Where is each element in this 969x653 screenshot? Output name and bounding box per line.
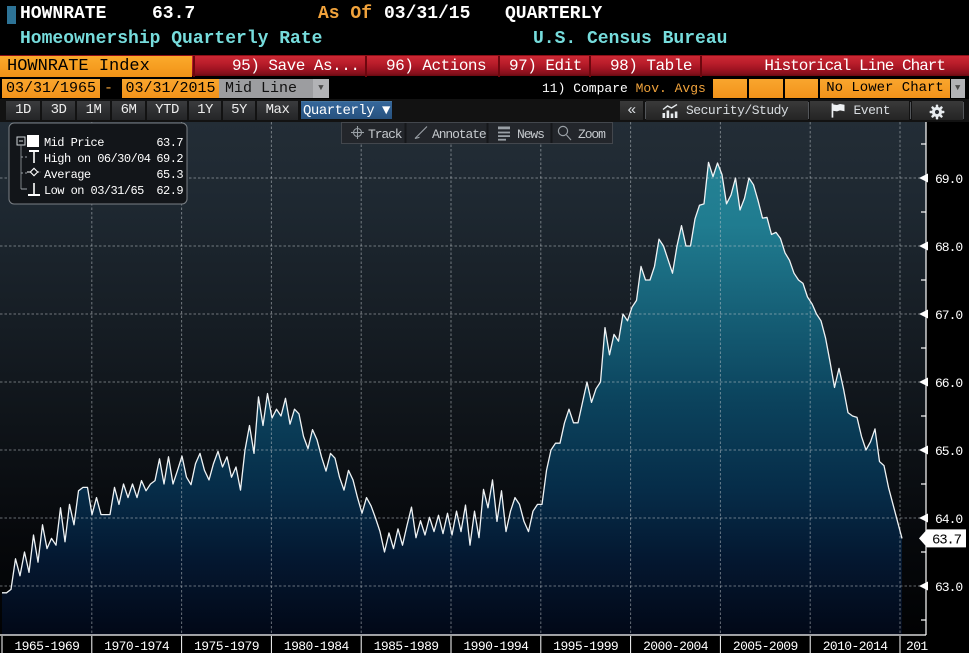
svg-text:201: 201	[906, 639, 928, 653]
svg-text:63.0: 63.0	[935, 580, 962, 595]
svg-text:News: News	[517, 127, 544, 142]
svg-text:1970-1974: 1970-1974	[104, 639, 170, 653]
svg-text:Track: Track	[368, 127, 403, 142]
svg-text:69.0: 69.0	[935, 172, 962, 187]
svg-text:Average: Average	[44, 168, 91, 182]
svg-text:62.9: 62.9	[156, 184, 183, 198]
svg-text:2010-2014: 2010-2014	[823, 639, 889, 653]
svg-text:1980-1984: 1980-1984	[284, 639, 350, 653]
svg-text:Low on 03/31/65: Low on 03/31/65	[44, 184, 144, 198]
svg-text:Zoom: Zoom	[578, 127, 606, 142]
svg-text:65.3: 65.3	[156, 168, 183, 182]
svg-text:64.0: 64.0	[935, 512, 962, 527]
svg-text:1990-1994: 1990-1994	[463, 639, 529, 653]
svg-text:67.0: 67.0	[935, 308, 962, 323]
svg-text:63.7: 63.7	[156, 136, 183, 150]
svg-text:2005-2009: 2005-2009	[733, 639, 798, 653]
svg-text:68.0: 68.0	[935, 240, 962, 255]
svg-text:Annotate: Annotate	[432, 127, 486, 142]
svg-text:1995-1999: 1995-1999	[553, 639, 618, 653]
svg-text:69.2: 69.2	[156, 152, 183, 166]
svg-text:1965-1969: 1965-1969	[14, 639, 79, 653]
svg-text:2000-2004: 2000-2004	[643, 639, 709, 653]
svg-text:Mid Price: Mid Price	[44, 136, 104, 150]
svg-text:1975-1979: 1975-1979	[194, 639, 259, 653]
svg-text:65.0: 65.0	[935, 444, 962, 459]
svg-text:66.0: 66.0	[935, 376, 962, 391]
svg-text:High on 06/30/04: High on 06/30/04	[44, 152, 151, 166]
svg-text:63.7: 63.7	[932, 532, 962, 548]
svg-text:1985-1989: 1985-1989	[374, 639, 439, 653]
